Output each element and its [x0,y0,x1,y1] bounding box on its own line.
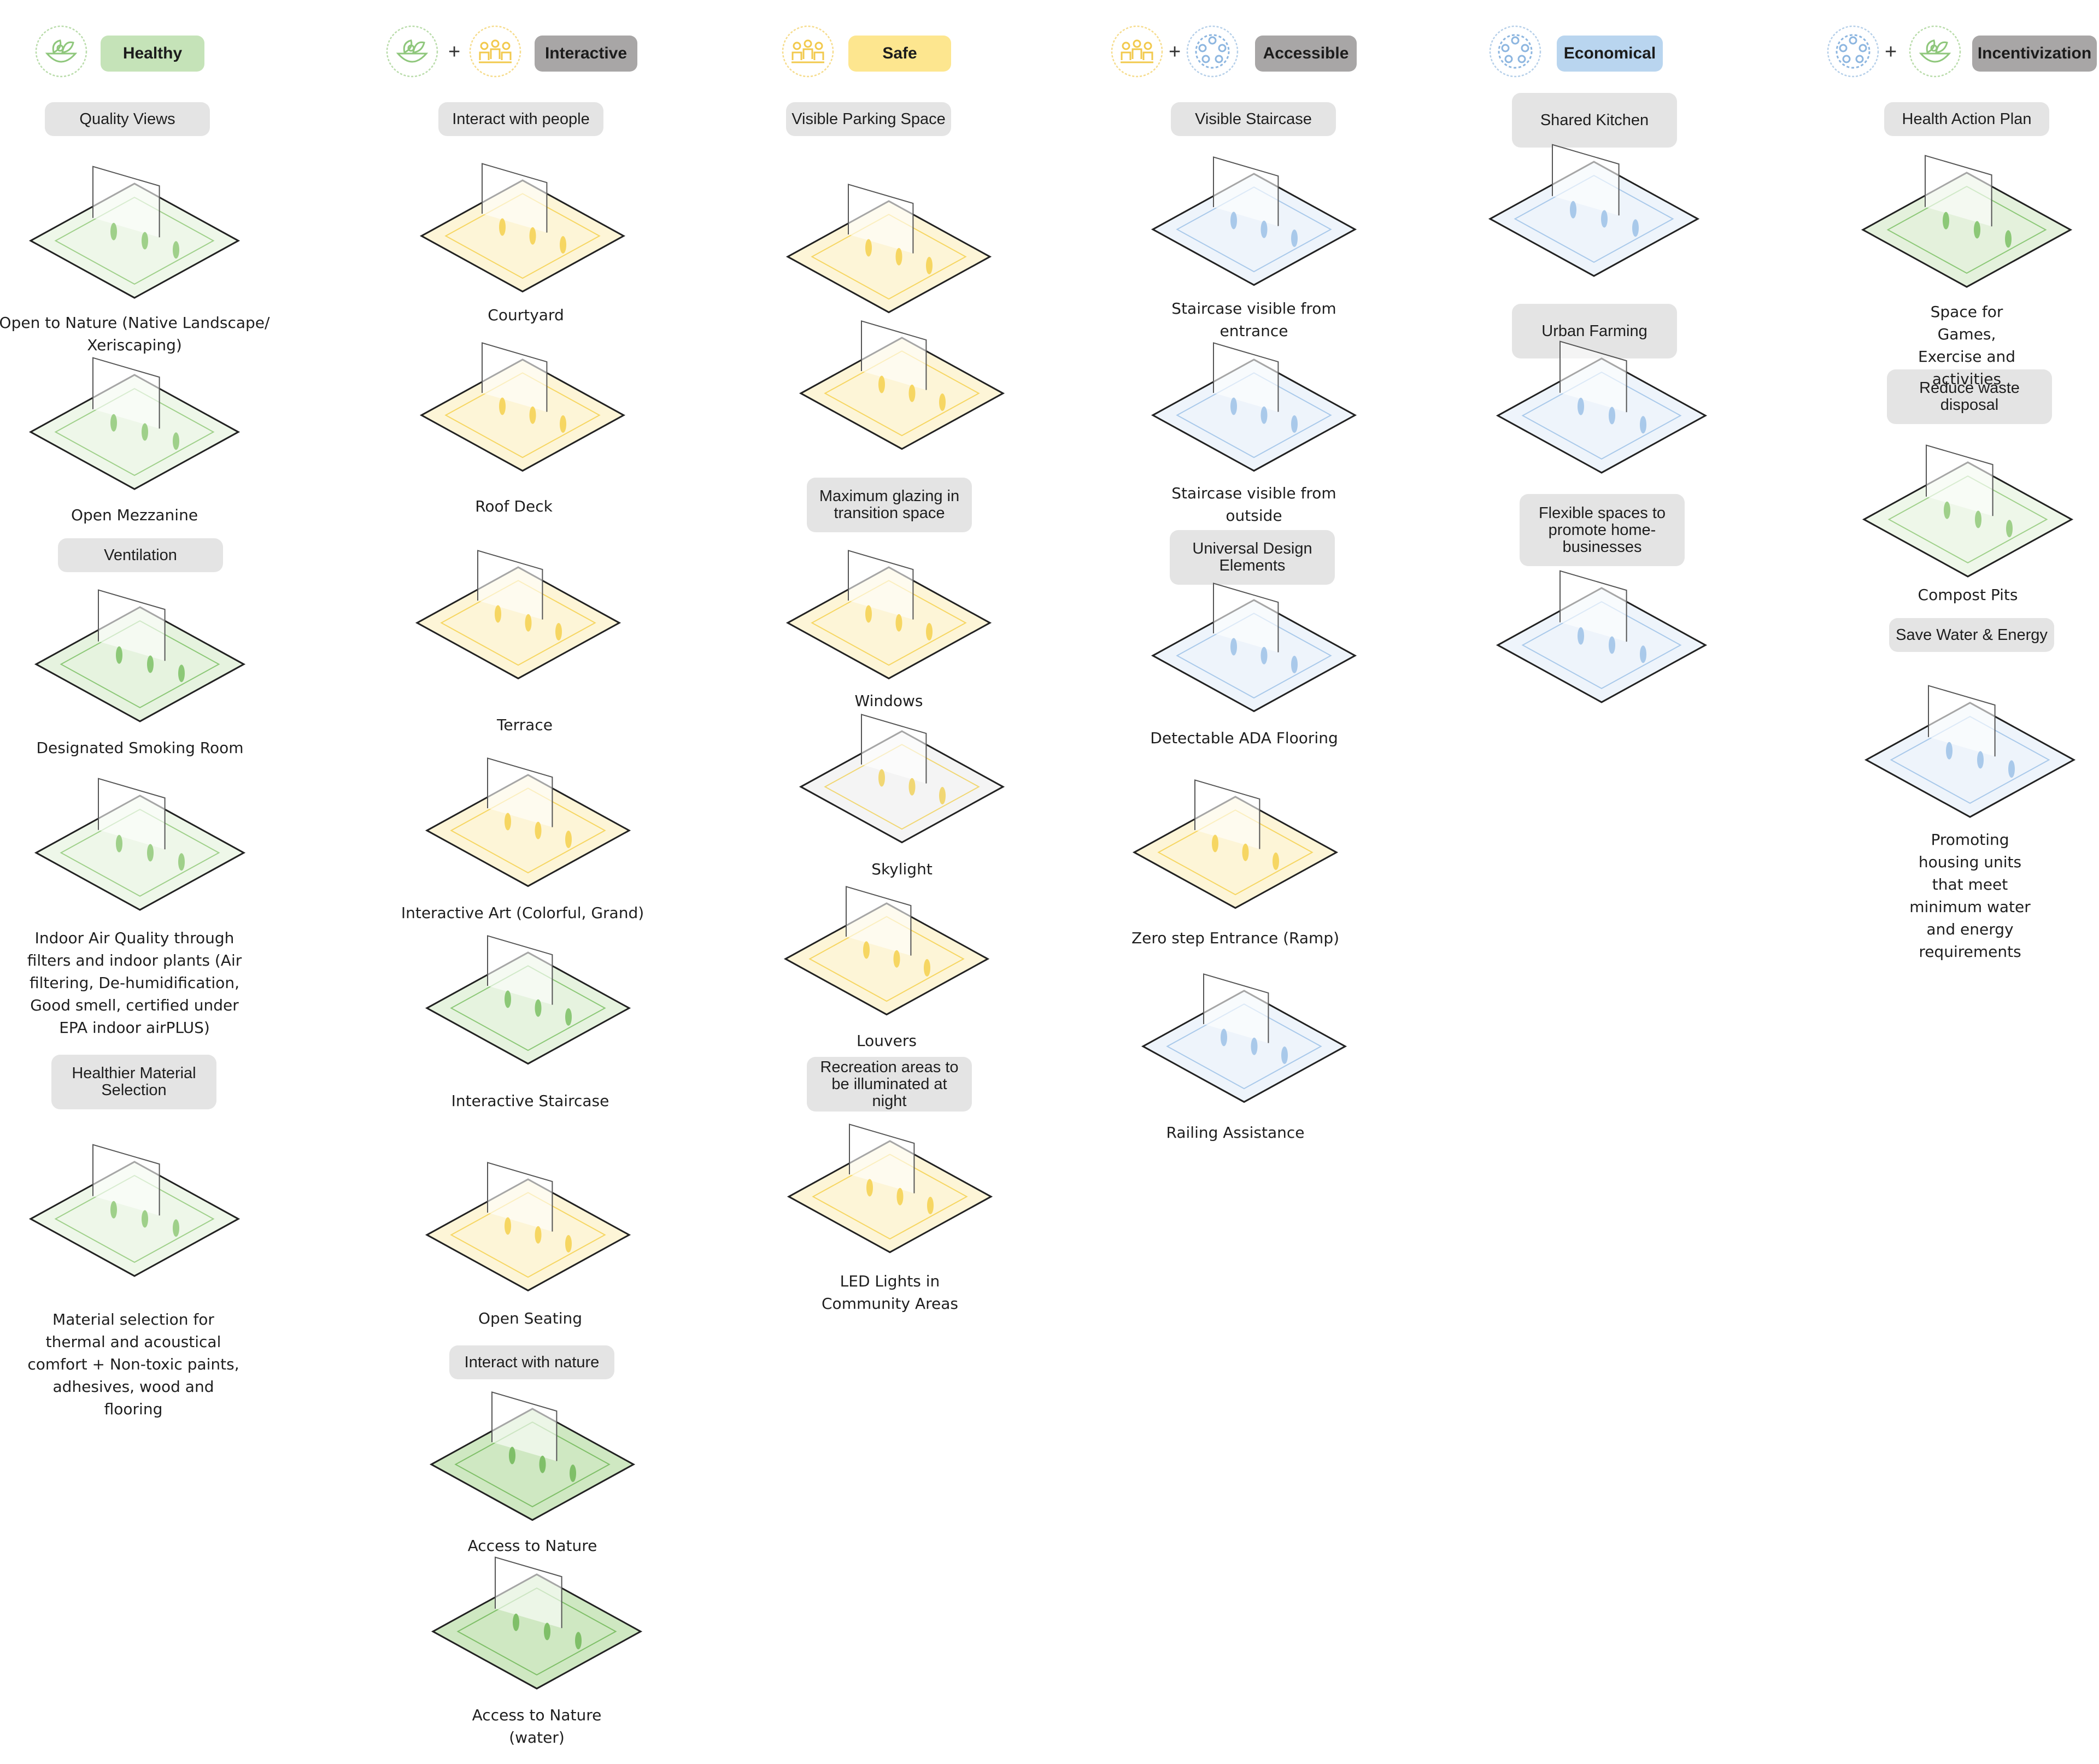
diagram-roof-deck [419,342,626,472]
caption-indoor-air: Indoor Air Quality through filters and i… [27,929,242,1037]
section-quality-views: Quality Views [45,102,210,136]
section-visible-parking: Visible Parking Space [786,102,951,136]
caption-open-mezzanine: Open Mezzanine [71,506,198,524]
section-reduce-waste: Reduce waste disposal [1887,369,2052,424]
tag-economical: Economical [1557,36,1663,72]
diagram-open-mezzanine [28,356,241,490]
diagram-led-lights [787,1124,993,1254]
caption-courtyard: Courtyard [488,306,564,324]
caption-material: Material selection for thermal and acous… [27,1310,239,1418]
caption-roof-deck: Roof Deck [475,497,553,515]
caption-smoking-room: Designated Smoking Room [36,739,244,757]
diagram-railing [1141,973,1347,1103]
diagram-ada-flooring [1151,583,1357,713]
caption-access-nature: Access to Nature [467,1537,597,1555]
caption-terrace: Terrace [497,716,553,734]
section-flexible-spaces: Flexible spaces to promote home-business… [1520,494,1685,566]
caption-games: Space for Games, Exercise and activities [1918,303,2016,388]
section-healthier-material: Healthier Material Selection [51,1055,216,1109]
diagram-access-nature [429,1391,636,1521]
people-group-icon [781,24,835,79]
caption-compost: Compost Pits [1918,586,2018,604]
section-universal-design: Universal Design Elements [1170,530,1335,585]
caption-access-water: Access to Nature (water) [472,1706,602,1747]
plus-sign: + [1169,40,1181,63]
diagram-interactive-staircase [425,935,631,1065]
caption-staircase-entrance: Staircase visible from entrance [1171,299,1336,340]
diagram-courtyard [419,163,626,293]
caption-windows: Windows [854,692,923,710]
community-circle-icon [1185,24,1240,79]
community-circle-icon [1826,24,1880,79]
diagram-compost [1862,444,2074,578]
leaf-bowl-icon [34,24,89,79]
community-circle-icon [1488,24,1543,79]
section-ventilation: Ventilation [58,538,223,572]
tag-accessible: Accessible [1255,36,1357,72]
tag-incentivization: Incentivization [1972,36,2097,72]
section-shared-kitchen: Shared Kitchen [1512,93,1677,148]
section-recreation-night: Recreation areas to be illuminated at ni… [807,1057,972,1112]
section-max-glazing: Maximum glazing in transition space [807,478,972,532]
diagram-indoor-air [34,777,246,911]
diagram-terrace [415,550,622,680]
diagram-open-seating [425,1162,631,1292]
caption-interactive-staircase: Interactive Staircase [451,1092,609,1110]
diagram-material [28,1143,241,1277]
section-interact-nature: Interact with nature [449,1345,614,1379]
section-interact-people: Interact with people [438,102,603,136]
plus-sign: + [448,40,461,63]
diagram-staircase-entrance [1151,156,1357,286]
caption-louvers: Louvers [857,1032,917,1050]
tag-safe: Safe [848,36,951,72]
plus-sign: + [1885,40,1897,63]
caption-housing-units: Promoting housing units that meet minimu… [1909,831,2031,961]
people-group-icon [1110,24,1164,79]
diagram-games [1861,154,2073,288]
diagram-zero-step [1132,779,1339,909]
caption-staircase-outside: Staircase visible from outside [1171,484,1336,525]
caption-skylight: Skylight [871,860,933,878]
diagram-parking-2 [799,320,1005,450]
tag-healthy: Healthy [101,36,204,72]
caption-led-lights: LED Lights in Community Areas [822,1272,958,1313]
tag-interactive: Interactive [535,36,637,72]
diagram-louvers [783,886,990,1016]
diagram-open-to-nature [28,165,241,299]
diagram-shared-kitchen [1488,143,1700,277]
caption-open-to-nature: Open to Nature (Native Landscape/ Xerisc… [0,314,270,354]
diagram-housing-units [1864,684,2076,818]
leaf-bowl-icon [1908,24,1962,79]
diagram-urban-farming [1496,340,1708,474]
diagram-parking-1 [785,184,992,314]
diagram-staircase-outside [1151,342,1357,472]
diagram-access-water [431,1556,643,1690]
caption-interactive-art: Interactive Art (Colorful, Grand) [401,904,644,922]
diagram-windows [785,550,992,680]
section-visible-staircase: Visible Staircase [1171,102,1336,136]
caption-zero-step: Zero step Entrance (Ramp) [1131,929,1340,947]
section-save-water: Save Water & Energy [1889,618,2054,652]
diagram-skylight [799,714,1005,844]
diagram-flexible-spaces [1496,569,1708,703]
diagram-interactive-art [425,757,631,887]
section-urban-farming: Urban Farming [1512,304,1677,358]
caption-railing: Railing Assistance [1166,1124,1305,1142]
people-group-icon [468,24,523,79]
caption-open-seating: Open Seating [478,1309,583,1327]
section-health-action: Health Action Plan [1884,102,2049,136]
caption-ada-flooring: Detectable ADA Flooring [1150,729,1338,747]
diagram-smoking-room [34,589,246,722]
leaf-bowl-icon [385,24,439,79]
